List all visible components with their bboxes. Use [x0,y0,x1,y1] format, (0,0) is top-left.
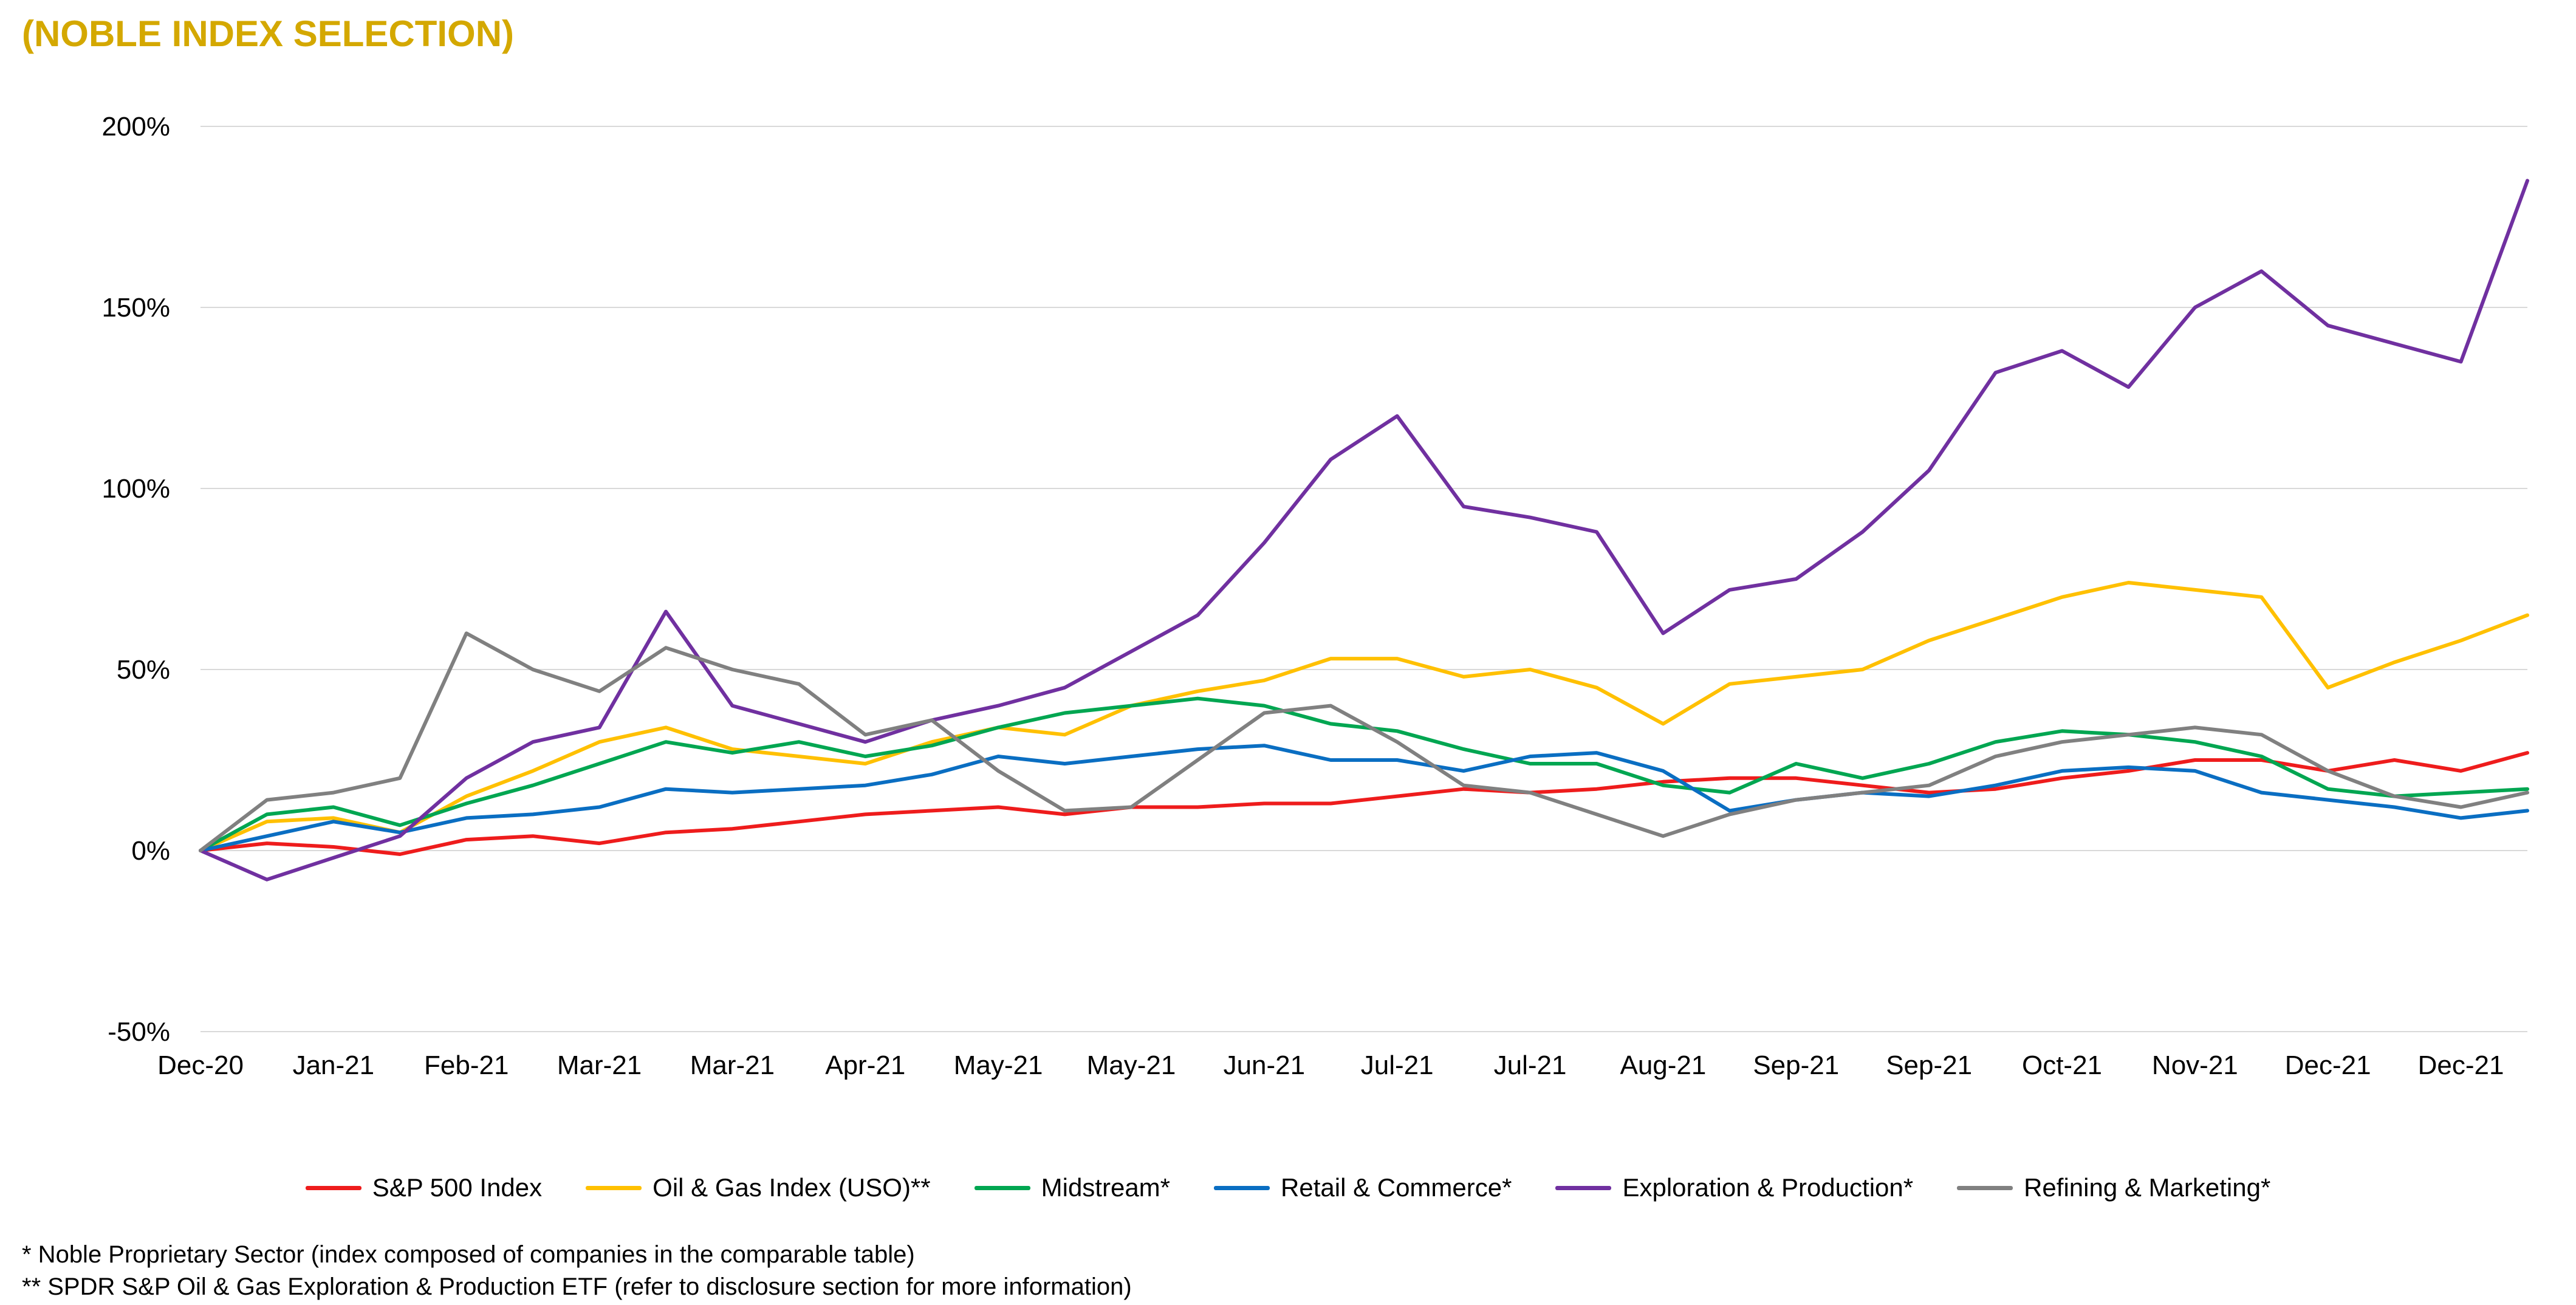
x-tick-label: Oct-21 [2022,1050,2102,1080]
y-tick-label: -50% [108,1017,170,1047]
legend-item: Midstream* [974,1173,1171,1202]
legend-label: Oil & Gas Index (USO)** [653,1173,931,1202]
gridlines [200,126,2527,1032]
page-title: (NOBLE INDEX SELECTION) [22,13,515,54]
series-line-1 [199,581,2529,852]
legend-swatch [586,1185,642,1190]
x-tick-label: Apr-21 [825,1050,905,1080]
legend-swatch [974,1185,1030,1190]
legend-item: Exploration & Production* [1555,1173,1913,1202]
x-tick-label: Jul-21 [1494,1050,1567,1080]
footnote-sector: * Noble Proprietary Sector (index compos… [22,1241,915,1268]
y-axis-labels: -50% 0% 50% 100% 150% 200% [101,112,170,1047]
line-chart: -50% 0% 50% 100% 150% 200% Dec-20 Jan-21 Feb-21… [101,112,2529,1080]
legend-swatch [1957,1185,2013,1190]
x-tick-label: Jan-21 [293,1050,375,1080]
series-line-5 [199,631,2529,852]
legend-swatch [305,1185,361,1190]
x-tick-label: Sep-21 [1753,1050,1839,1080]
y-tick-label: 100% [101,474,170,504]
legend-item: Refining & Marketing* [1957,1173,2270,1202]
legend-item: Retail & Commerce* [1214,1173,1512,1202]
x-tick-label: Feb-21 [424,1050,509,1080]
legend-label: Exploration & Production* [1622,1173,1914,1202]
series-line-4 [199,179,2529,882]
x-tick-label: Dec-21 [2285,1050,2371,1080]
x-tick-label: Mar-21 [557,1050,642,1080]
x-tick-label: Jul-21 [1361,1050,1434,1080]
x-tick-label: May-21 [1087,1050,1176,1080]
legend-label: Retail & Commerce* [1281,1173,1512,1202]
y-tick-label: 150% [101,293,170,323]
x-tick-label: Dec-21 [2418,1050,2504,1080]
footnote-etf: ** SPDR S&P Oil & Gas Exploration & Prod… [22,1273,1132,1300]
x-tick-label: Mar-21 [690,1050,775,1080]
legend-swatch [1214,1185,1270,1190]
legend-swatch [1555,1185,1612,1190]
x-tick-label: Nov-21 [2152,1050,2238,1080]
series-line-0 [199,751,2529,856]
y-tick-label: 0% [131,836,170,866]
legend-label: Midstream* [1041,1173,1171,1202]
legend-label: S&P 500 Index [372,1173,543,1202]
legend-item: S&P 500 Index [305,1173,543,1202]
series-line-3 [199,744,2529,852]
x-tick-label: May-21 [954,1050,1043,1080]
x-tick-label: Sep-21 [1886,1050,1972,1080]
x-tick-label: Jun-21 [1224,1050,1306,1080]
legend-item: Oil & Gas Index (USO)** [586,1173,931,1202]
x-axis-labels: Dec-20 Jan-21 Feb-21 Mar-21 Mar-21 Apr-21 May-… [157,1050,2504,1080]
x-tick-label: Aug-21 [1620,1050,1706,1080]
series-lines [199,179,2529,882]
y-tick-label: 50% [117,655,170,685]
series-line-2 [199,696,2529,852]
legend-label: Refining & Marketing* [2024,1173,2271,1202]
x-tick-label: Dec-20 [157,1050,244,1080]
y-tick-label: 200% [101,112,170,142]
legend: S&P 500 Index Oil & Gas Index (USO)** Mids… [0,1170,2576,1206]
